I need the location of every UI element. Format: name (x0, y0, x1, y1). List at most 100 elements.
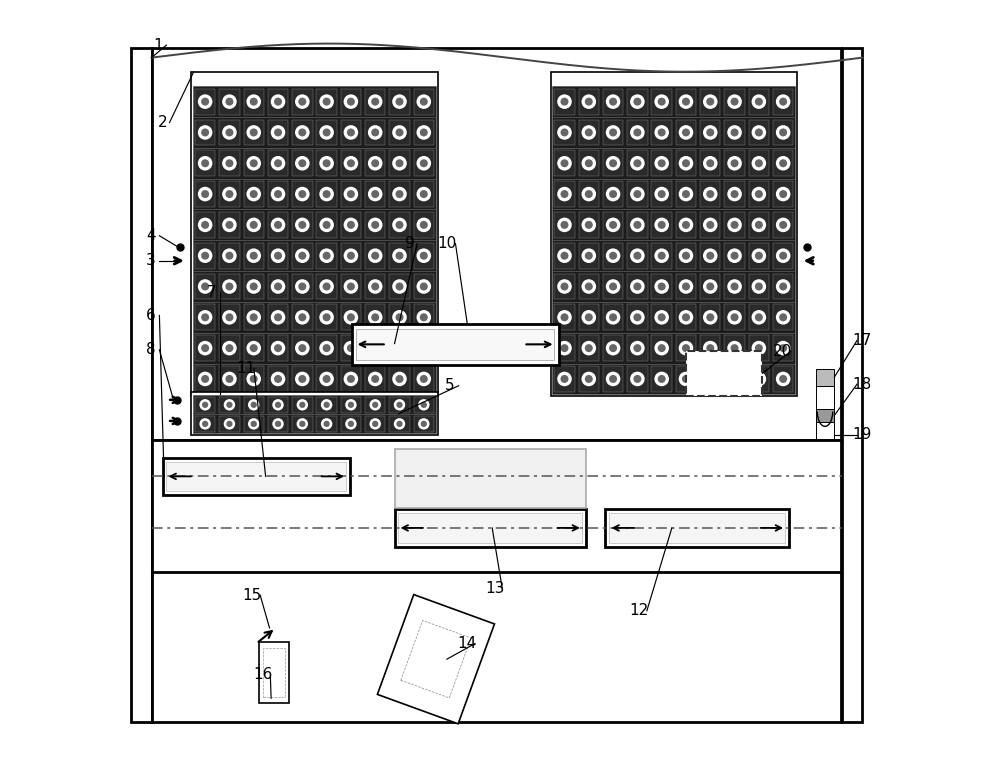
Bar (389, 212, 410, 238)
Circle shape (606, 218, 620, 232)
Circle shape (224, 399, 235, 411)
Circle shape (420, 98, 428, 106)
Bar (389, 274, 410, 299)
Circle shape (633, 344, 641, 352)
Circle shape (319, 341, 334, 355)
Circle shape (372, 401, 378, 408)
Circle shape (420, 190, 428, 198)
Circle shape (274, 344, 282, 352)
Bar (292, 274, 313, 299)
Bar (166, 462, 346, 492)
Bar (191, 71, 438, 396)
Circle shape (658, 344, 666, 352)
Circle shape (776, 125, 790, 140)
Circle shape (731, 375, 739, 383)
Circle shape (323, 221, 331, 229)
Circle shape (755, 344, 763, 352)
Circle shape (609, 190, 617, 198)
Bar (552, 209, 795, 240)
Bar (195, 366, 215, 392)
Circle shape (682, 221, 690, 229)
Circle shape (630, 341, 645, 355)
Bar (195, 304, 215, 330)
Bar (244, 243, 264, 269)
Bar (389, 416, 410, 432)
Circle shape (658, 190, 666, 198)
Bar (627, 212, 648, 238)
Circle shape (274, 375, 282, 383)
Circle shape (606, 125, 620, 140)
Circle shape (585, 190, 593, 198)
Circle shape (295, 156, 310, 171)
Circle shape (731, 159, 739, 167)
Circle shape (246, 218, 261, 232)
Bar (365, 151, 385, 176)
Circle shape (417, 94, 431, 109)
Circle shape (658, 252, 666, 260)
Circle shape (395, 282, 404, 291)
Circle shape (246, 94, 261, 109)
Bar (603, 243, 623, 269)
Bar (268, 181, 288, 207)
Circle shape (392, 156, 407, 171)
Bar (389, 89, 410, 114)
Bar (219, 181, 240, 207)
Bar (193, 117, 436, 148)
Circle shape (369, 399, 381, 411)
Circle shape (654, 279, 669, 294)
Circle shape (222, 187, 237, 201)
Circle shape (755, 129, 763, 136)
Bar (244, 304, 264, 330)
Text: 8: 8 (146, 343, 156, 358)
Circle shape (274, 98, 282, 106)
Circle shape (199, 399, 211, 411)
Bar (414, 181, 434, 207)
Bar (773, 304, 793, 330)
Circle shape (225, 252, 233, 260)
Text: 9: 9 (405, 236, 414, 251)
Circle shape (420, 282, 428, 291)
Text: 5: 5 (444, 378, 454, 394)
Circle shape (347, 282, 355, 291)
Circle shape (606, 156, 620, 171)
Bar (816, 368, 834, 386)
Bar (389, 243, 410, 269)
Circle shape (417, 187, 431, 201)
Circle shape (779, 98, 787, 106)
Circle shape (323, 190, 331, 198)
Bar (244, 366, 264, 392)
Bar (579, 181, 599, 207)
Circle shape (731, 221, 739, 229)
Circle shape (727, 125, 742, 140)
Bar (773, 119, 793, 145)
Bar (579, 89, 599, 114)
Circle shape (658, 159, 666, 167)
Text: 12: 12 (629, 603, 649, 619)
Bar (414, 212, 434, 238)
Bar (676, 119, 696, 145)
Bar (219, 336, 240, 361)
Bar (773, 243, 793, 269)
Circle shape (682, 344, 690, 352)
Circle shape (344, 279, 358, 294)
Bar (195, 181, 215, 207)
Circle shape (581, 249, 596, 263)
Bar (341, 212, 361, 238)
Bar (627, 336, 648, 361)
Circle shape (557, 279, 572, 294)
Circle shape (557, 249, 572, 263)
Bar (749, 212, 769, 238)
Bar (749, 336, 769, 361)
Circle shape (201, 98, 209, 106)
Bar (259, 642, 289, 703)
Circle shape (706, 129, 714, 136)
Circle shape (201, 190, 209, 198)
Bar (193, 240, 436, 271)
Circle shape (682, 190, 690, 198)
Circle shape (557, 341, 572, 355)
Bar (627, 274, 648, 299)
Circle shape (248, 399, 259, 411)
Circle shape (755, 190, 763, 198)
Bar (579, 336, 599, 361)
Circle shape (299, 401, 305, 408)
